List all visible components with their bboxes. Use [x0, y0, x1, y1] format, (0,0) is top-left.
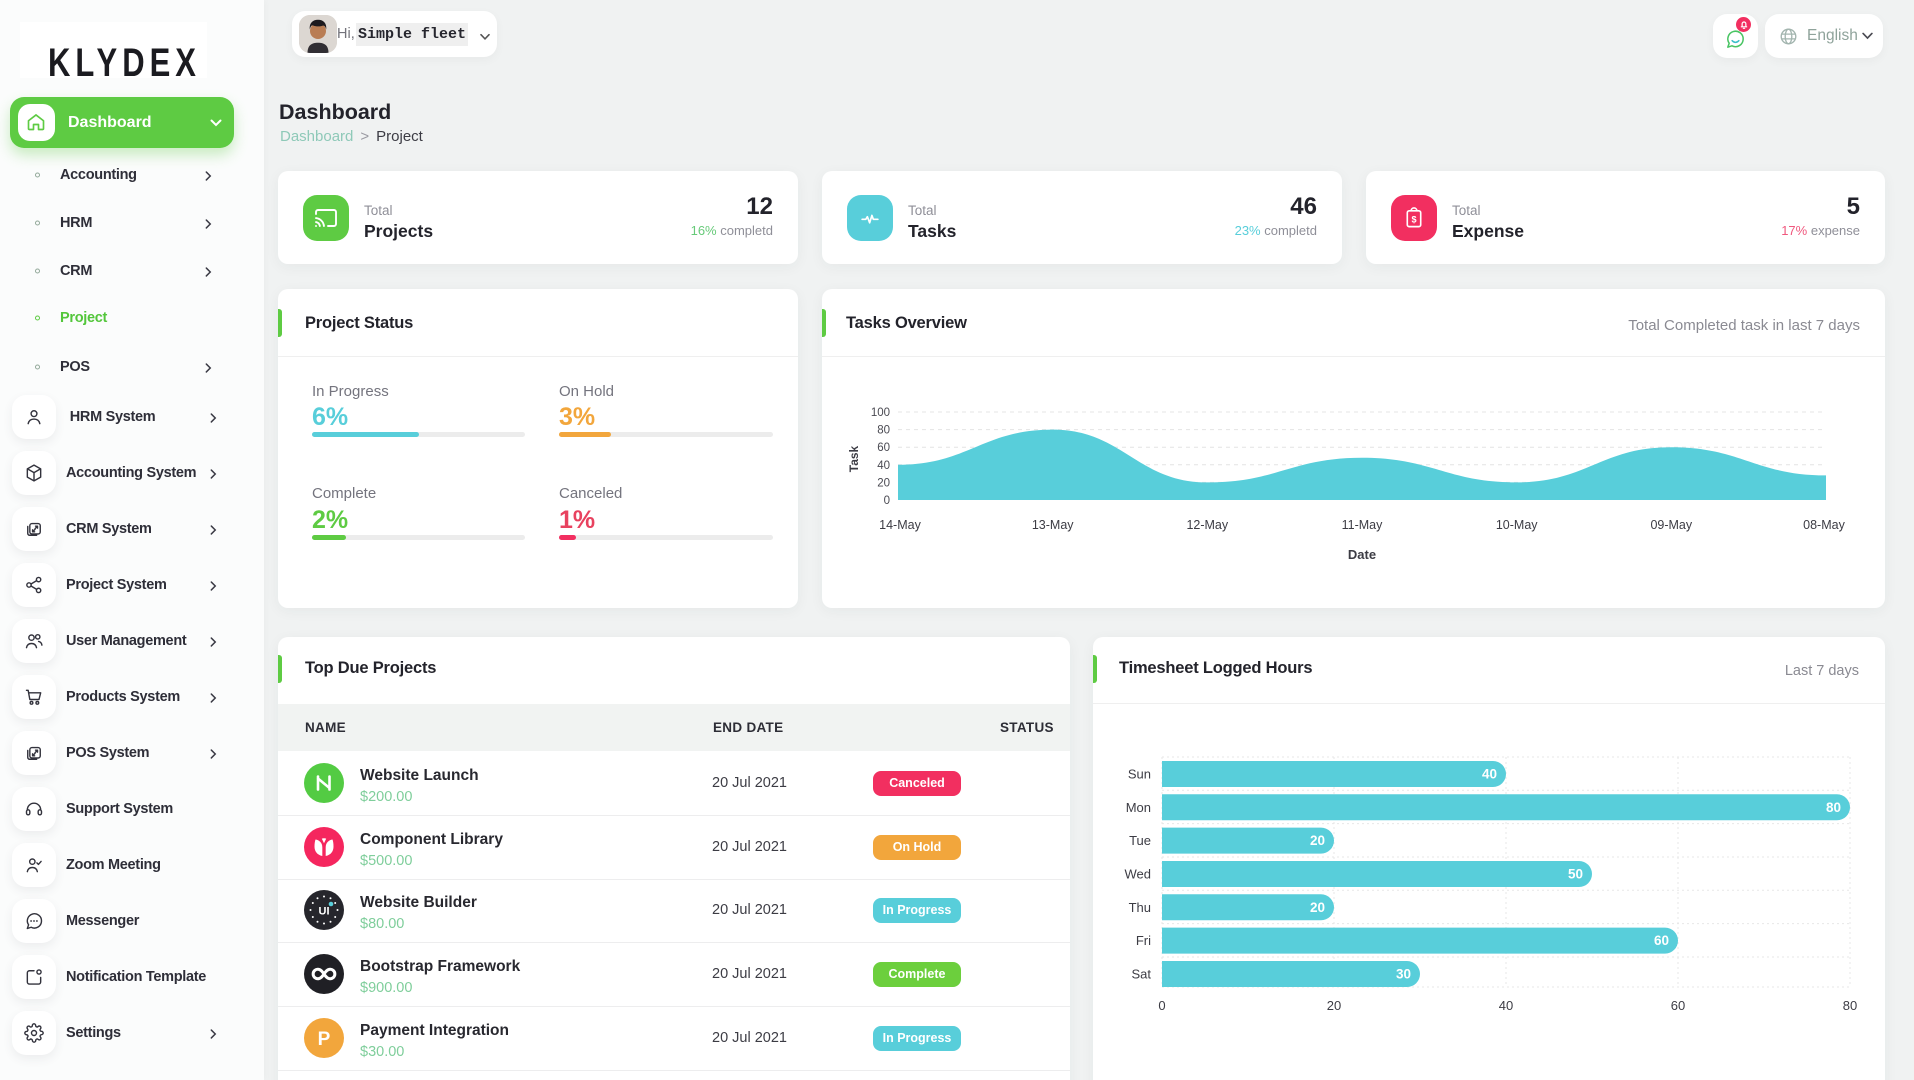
- svg-text:10-May: 10-May: [1496, 518, 1538, 532]
- svg-text:20: 20: [877, 477, 890, 489]
- svg-text:60: 60: [877, 442, 890, 454]
- svg-text:80: 80: [1826, 800, 1841, 815]
- svg-text:08-May: 08-May: [1803, 518, 1845, 532]
- svg-text:20: 20: [1310, 833, 1325, 848]
- svg-text:Wed: Wed: [1125, 867, 1152, 882]
- svg-text:11-May: 11-May: [1342, 518, 1384, 532]
- svg-text:20: 20: [1310, 900, 1325, 915]
- svg-text:12-May: 12-May: [1186, 518, 1228, 532]
- svg-text:UI: UI: [319, 906, 330, 918]
- svg-text:09-May: 09-May: [1650, 518, 1692, 532]
- svg-text:30: 30: [1396, 967, 1411, 982]
- svg-text:0: 0: [1158, 998, 1165, 1013]
- svg-text:$: $: [1411, 214, 1416, 224]
- svg-text:Tue: Tue: [1129, 833, 1151, 848]
- svg-text:40: 40: [1482, 767, 1497, 782]
- svg-text:Fri: Fri: [1136, 933, 1151, 948]
- svg-text:13-May: 13-May: [1032, 518, 1074, 532]
- svg-text:40: 40: [877, 460, 890, 472]
- svg-text:Sat: Sat: [1131, 967, 1151, 982]
- svg-text:0: 0: [884, 495, 890, 507]
- svg-text:20: 20: [1327, 998, 1341, 1013]
- svg-text:14-May: 14-May: [879, 518, 921, 532]
- svg-text:Thu: Thu: [1129, 900, 1151, 915]
- svg-text:60: 60: [1654, 933, 1669, 948]
- svg-text:Mon: Mon: [1126, 800, 1151, 815]
- svg-text:Sun: Sun: [1128, 767, 1151, 782]
- svg-text:Task: Task: [847, 445, 861, 472]
- svg-text:P: P: [318, 1029, 331, 1050]
- svg-text:40: 40: [1499, 998, 1513, 1013]
- svg-text:60: 60: [1671, 998, 1685, 1013]
- svg-text:80: 80: [1843, 998, 1857, 1013]
- svg-text:100: 100: [871, 407, 890, 419]
- svg-text:80: 80: [877, 425, 890, 437]
- svg-text:Date: Date: [1348, 547, 1376, 562]
- svg-text:50: 50: [1568, 867, 1583, 882]
